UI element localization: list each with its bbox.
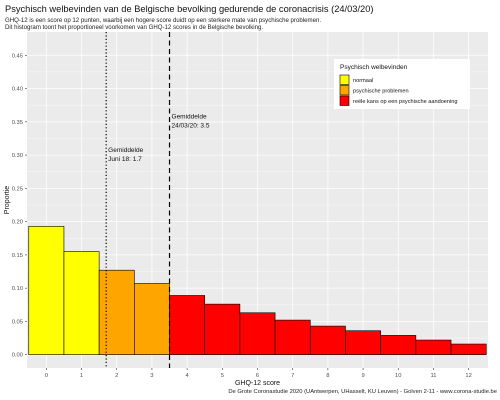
chart-subtitle-line-2: Dit histogram toont het proportioneel vo… <box>5 24 264 31</box>
y-tick-label: 0.40 <box>12 87 23 93</box>
histogram-bar-score-0 <box>28 225 65 355</box>
x-axis-title: GHQ-12 score <box>235 380 280 387</box>
x-tick-label: 12 <box>465 373 471 379</box>
histogram-bar-score-11 <box>415 339 452 355</box>
chart-subtitle-line-1: GHQ-12 is een score op 12 punten, waarbi… <box>5 17 322 24</box>
histogram-bar-score-3 <box>134 283 170 355</box>
histogram-bar-score-8 <box>309 325 346 355</box>
x-tick-label: 1 <box>80 373 83 379</box>
histogram-bar-score-6 <box>239 312 276 355</box>
y-tick-label: 0.00 <box>12 353 23 359</box>
legend-swatch-reele_kans <box>339 95 350 106</box>
legend-title: Psychisch welbevinden <box>340 64 408 71</box>
x-tick-label: 5 <box>221 373 224 379</box>
x-tick-label: 8 <box>326 373 329 379</box>
legend-label-normaal: normaal <box>353 78 373 84</box>
histogram-bar-score-7 <box>274 319 311 355</box>
x-tick-label: 0 <box>45 373 48 379</box>
x-tick-label: 3 <box>150 373 153 379</box>
histogram-bar-score-12 <box>450 343 487 355</box>
histogram-bar-score-1 <box>63 251 100 355</box>
y-tick-label: 0.35 <box>12 120 23 126</box>
x-tick-label: 10 <box>395 373 401 379</box>
y-tick-label: 0.30 <box>12 153 23 159</box>
reference-label-1-line-1: Gemiddelde <box>108 147 143 154</box>
y-tick-label: 0.15 <box>12 253 23 259</box>
y-tick-label: 0.10 <box>12 286 23 292</box>
chart-title: Psychisch welbevinden van de Belgische b… <box>5 4 374 14</box>
legend-swatch-psychische_problemen <box>339 85 350 96</box>
x-tick-label: 9 <box>361 373 364 379</box>
legend-box <box>334 59 470 109</box>
y-tick-label: 0.20 <box>12 220 23 226</box>
histogram-bar-score-4 <box>169 295 206 355</box>
legend-label-reele_kans: reële kans op een psychische aandoening <box>353 99 458 105</box>
reference-label-2-line-1: Gemiddelde <box>172 113 207 120</box>
legend-label-psychische_problemen: psychische problemen <box>353 89 409 95</box>
histogram-bar-score-5 <box>204 303 241 355</box>
legend-swatch-normaal <box>339 74 350 85</box>
histogram-bar-score-10 <box>380 335 417 355</box>
y-tick-label: 0.45 <box>12 53 23 59</box>
chart-caption: De Grote Coronastudie 2020 (UAntwerpen, … <box>228 389 497 395</box>
histogram-bar-score-2 <box>98 269 135 355</box>
reference-label-1-line-2: Juni 18: 1.7 <box>108 156 142 163</box>
histogram-bar-score-9 <box>345 330 381 355</box>
x-tick-label: 6 <box>256 373 259 379</box>
y-tick-label: 0.05 <box>12 319 23 325</box>
x-tick-label: 11 <box>430 373 436 379</box>
y-axis-title: Proportie <box>4 186 11 215</box>
y-tick-label: 0.25 <box>12 186 23 192</box>
x-tick-label: 2 <box>115 373 118 379</box>
x-tick-label: 4 <box>186 373 190 379</box>
reference-label-2-line-2: 24/03/20: 3.5 <box>172 122 210 129</box>
x-tick-label: 7 <box>291 373 294 379</box>
